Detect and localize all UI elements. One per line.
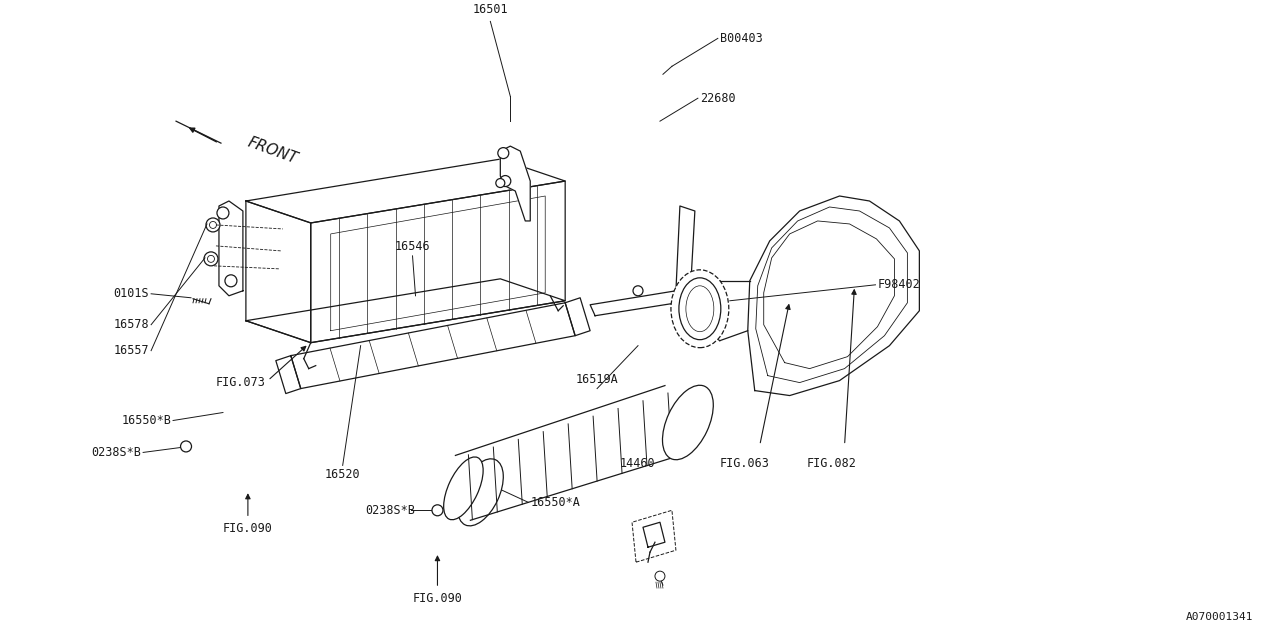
Text: 16550*A: 16550*A <box>530 496 580 509</box>
Text: 16578: 16578 <box>114 318 148 332</box>
Ellipse shape <box>678 278 721 340</box>
Polygon shape <box>246 159 566 223</box>
Ellipse shape <box>225 275 237 287</box>
Polygon shape <box>748 196 919 396</box>
Polygon shape <box>246 279 566 342</box>
Text: 0101S: 0101S <box>114 287 148 300</box>
Text: FIG.073: FIG.073 <box>216 376 266 389</box>
Text: 14460: 14460 <box>620 458 655 470</box>
Polygon shape <box>219 201 243 296</box>
Text: FIG.090: FIG.090 <box>223 522 273 535</box>
Ellipse shape <box>499 175 511 186</box>
Ellipse shape <box>206 218 220 232</box>
Text: F98402: F98402 <box>878 278 920 291</box>
Polygon shape <box>311 181 566 342</box>
Text: 22680: 22680 <box>700 92 736 105</box>
Ellipse shape <box>663 385 713 460</box>
Ellipse shape <box>671 270 728 348</box>
Ellipse shape <box>634 286 643 296</box>
Text: 0238S*B: 0238S*B <box>366 504 416 516</box>
Ellipse shape <box>495 179 504 188</box>
Text: 16519A: 16519A <box>576 372 618 385</box>
Text: B00403: B00403 <box>719 32 763 45</box>
Text: 0238S*B: 0238S*B <box>91 446 141 459</box>
Ellipse shape <box>204 252 218 266</box>
Polygon shape <box>246 201 311 342</box>
Polygon shape <box>500 146 530 221</box>
Ellipse shape <box>655 571 664 581</box>
Ellipse shape <box>218 207 229 219</box>
Text: 16501: 16501 <box>472 3 508 17</box>
Text: A070001341: A070001341 <box>1187 612 1253 622</box>
Text: FIG.082: FIG.082 <box>806 458 856 470</box>
Text: FIG.090: FIG.090 <box>412 592 462 605</box>
Ellipse shape <box>457 459 503 526</box>
Text: FRONT: FRONT <box>246 135 300 167</box>
Polygon shape <box>590 206 695 316</box>
Polygon shape <box>643 522 664 547</box>
Text: 16520: 16520 <box>325 468 361 481</box>
Polygon shape <box>291 303 575 388</box>
Text: 16550*B: 16550*B <box>122 414 172 427</box>
Polygon shape <box>566 298 590 336</box>
Text: 16557: 16557 <box>114 344 148 357</box>
Ellipse shape <box>498 148 508 159</box>
Ellipse shape <box>444 457 483 520</box>
Ellipse shape <box>180 441 192 452</box>
Text: FIG.063: FIG.063 <box>719 458 769 470</box>
Text: 16546: 16546 <box>394 240 430 253</box>
Polygon shape <box>275 356 301 394</box>
Ellipse shape <box>431 505 443 516</box>
